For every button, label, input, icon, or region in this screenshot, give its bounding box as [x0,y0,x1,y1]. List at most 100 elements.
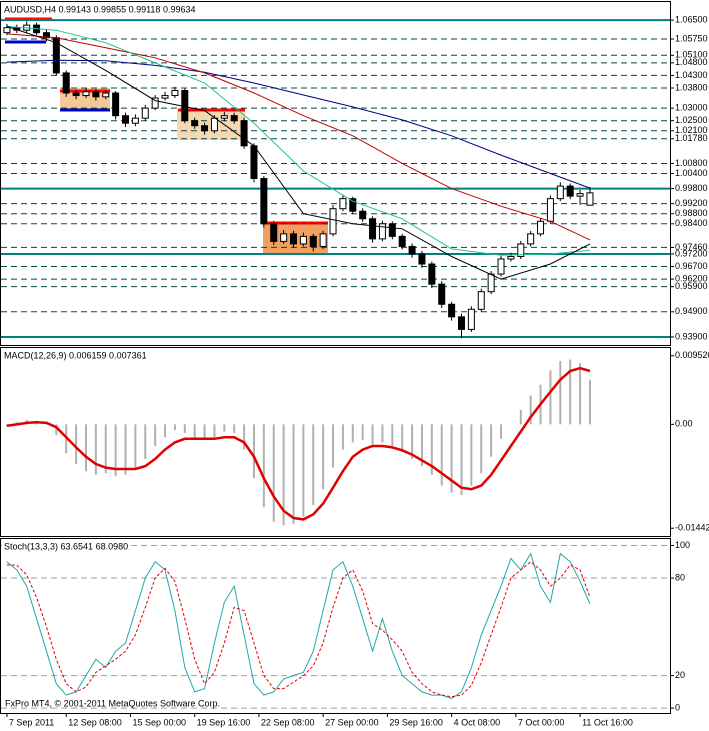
candle-body [151,97,159,109]
moving-average [6,59,591,189]
y-tick-label: 0.99800 [675,183,708,193]
candle-body [131,117,139,124]
candle-body [408,245,416,255]
candle-body [517,243,525,257]
candle-body [487,273,495,293]
candle-body [250,145,258,180]
y-tick-label: 1.00400 [675,168,708,178]
candle-body [220,115,228,119]
candle-body [359,210,367,220]
macd-bar [312,424,315,506]
macd-bar [134,424,137,470]
candle-body [82,91,90,97]
macd-bar [193,424,196,439]
candle-body [201,125,209,132]
candle-body [398,235,406,247]
candle-body [448,303,456,318]
macd-bar [124,424,127,475]
candle-body [42,32,50,39]
candle-body [230,115,238,122]
candle-body [161,95,169,99]
y-tick-label: 20 [675,670,685,680]
y-tick-label: 1.01780 [675,133,708,143]
candle-body [369,218,377,240]
candle-body [260,178,268,225]
candle-body [576,193,584,197]
macd-bar [490,424,493,457]
macd-bar [75,424,78,464]
candle-body [309,235,317,247]
candle-body [270,223,278,242]
macd-bar [529,395,532,425]
x-tick-label: 11 Oct 16:00 [582,717,633,727]
y-tick-label: 0.97200 [675,248,708,258]
moving-average [6,25,591,256]
stoch-line [6,552,591,699]
candle-body [537,220,545,235]
x-tick-label: 22 Sep 08:00 [261,717,315,727]
x-tick-label: 7 Sep 2011 [9,717,54,727]
y-tick-label: 0.98800 [675,208,708,218]
candle-body [566,185,574,197]
x-tick-label: 12 Sep 08:00 [68,717,122,727]
y-tick-label: 0.96700 [675,261,708,271]
y-tick-label: 0.97460 [675,242,708,252]
moving-average [6,25,591,280]
macd-bar [391,424,394,446]
macd-bar [144,424,147,459]
candle-body [329,208,337,235]
candle-body [467,308,475,330]
y-tick-label: 1.05750 [675,33,708,43]
candle-body [3,27,11,34]
macd-bar [381,424,384,443]
candle-body [122,115,130,124]
candle-body [388,223,396,237]
candle-body [72,92,80,97]
macd-bar [351,424,354,443]
candle-body [546,198,554,222]
candle-body [586,192,594,206]
candle-body [477,291,485,310]
y-tick-label: 0.96200 [675,273,708,283]
panel-title: AUDUSD,H4 0.99143 0.99855 0.99118 0.9963… [4,4,195,14]
macd-bar [470,424,473,486]
candle-body [171,90,179,97]
macd-bar [213,424,216,438]
candle-body [527,233,535,245]
macd-bar [440,424,443,486]
y-tick-label: 1.03800 [675,82,708,92]
macd-bar [183,424,186,433]
y-tick-label: 1.02100 [675,125,708,135]
y-tick-label: 1.04800 [675,57,708,67]
macd-bar [500,424,503,439]
candle-body [62,72,70,94]
macd-bar [480,424,483,474]
annotation: FxPro MT4, © 2001-2011 MetaQuotes Softwa… [5,698,220,708]
y-tick-label: 100 [675,540,690,550]
candle-body [141,107,149,119]
candle-body [299,235,307,245]
macd-bar [223,424,226,432]
candle-body [319,233,327,247]
macd-bar [519,409,522,425]
y-tick-label: 1.06500 [675,14,708,24]
candle-body [457,316,465,330]
x-tick-label: 15 Sep 00:00 [132,717,186,727]
candle-body [191,120,199,127]
y-tick-label: 1.03000 [675,102,708,112]
y-tick-label: 1.00800 [675,158,708,168]
macd-bar [114,424,117,477]
macd-bar [262,424,265,508]
macd-bar [569,359,572,425]
candle-body [418,253,426,265]
macd-bar [420,424,423,467]
panel-frame [0,538,671,714]
candle-body [210,117,218,132]
panel-frame [0,347,671,537]
panel-title: Stoch(13,3,3) 63.6541 68.0980 [4,541,128,551]
macd-bar [302,424,305,517]
macd-bar [332,424,335,468]
